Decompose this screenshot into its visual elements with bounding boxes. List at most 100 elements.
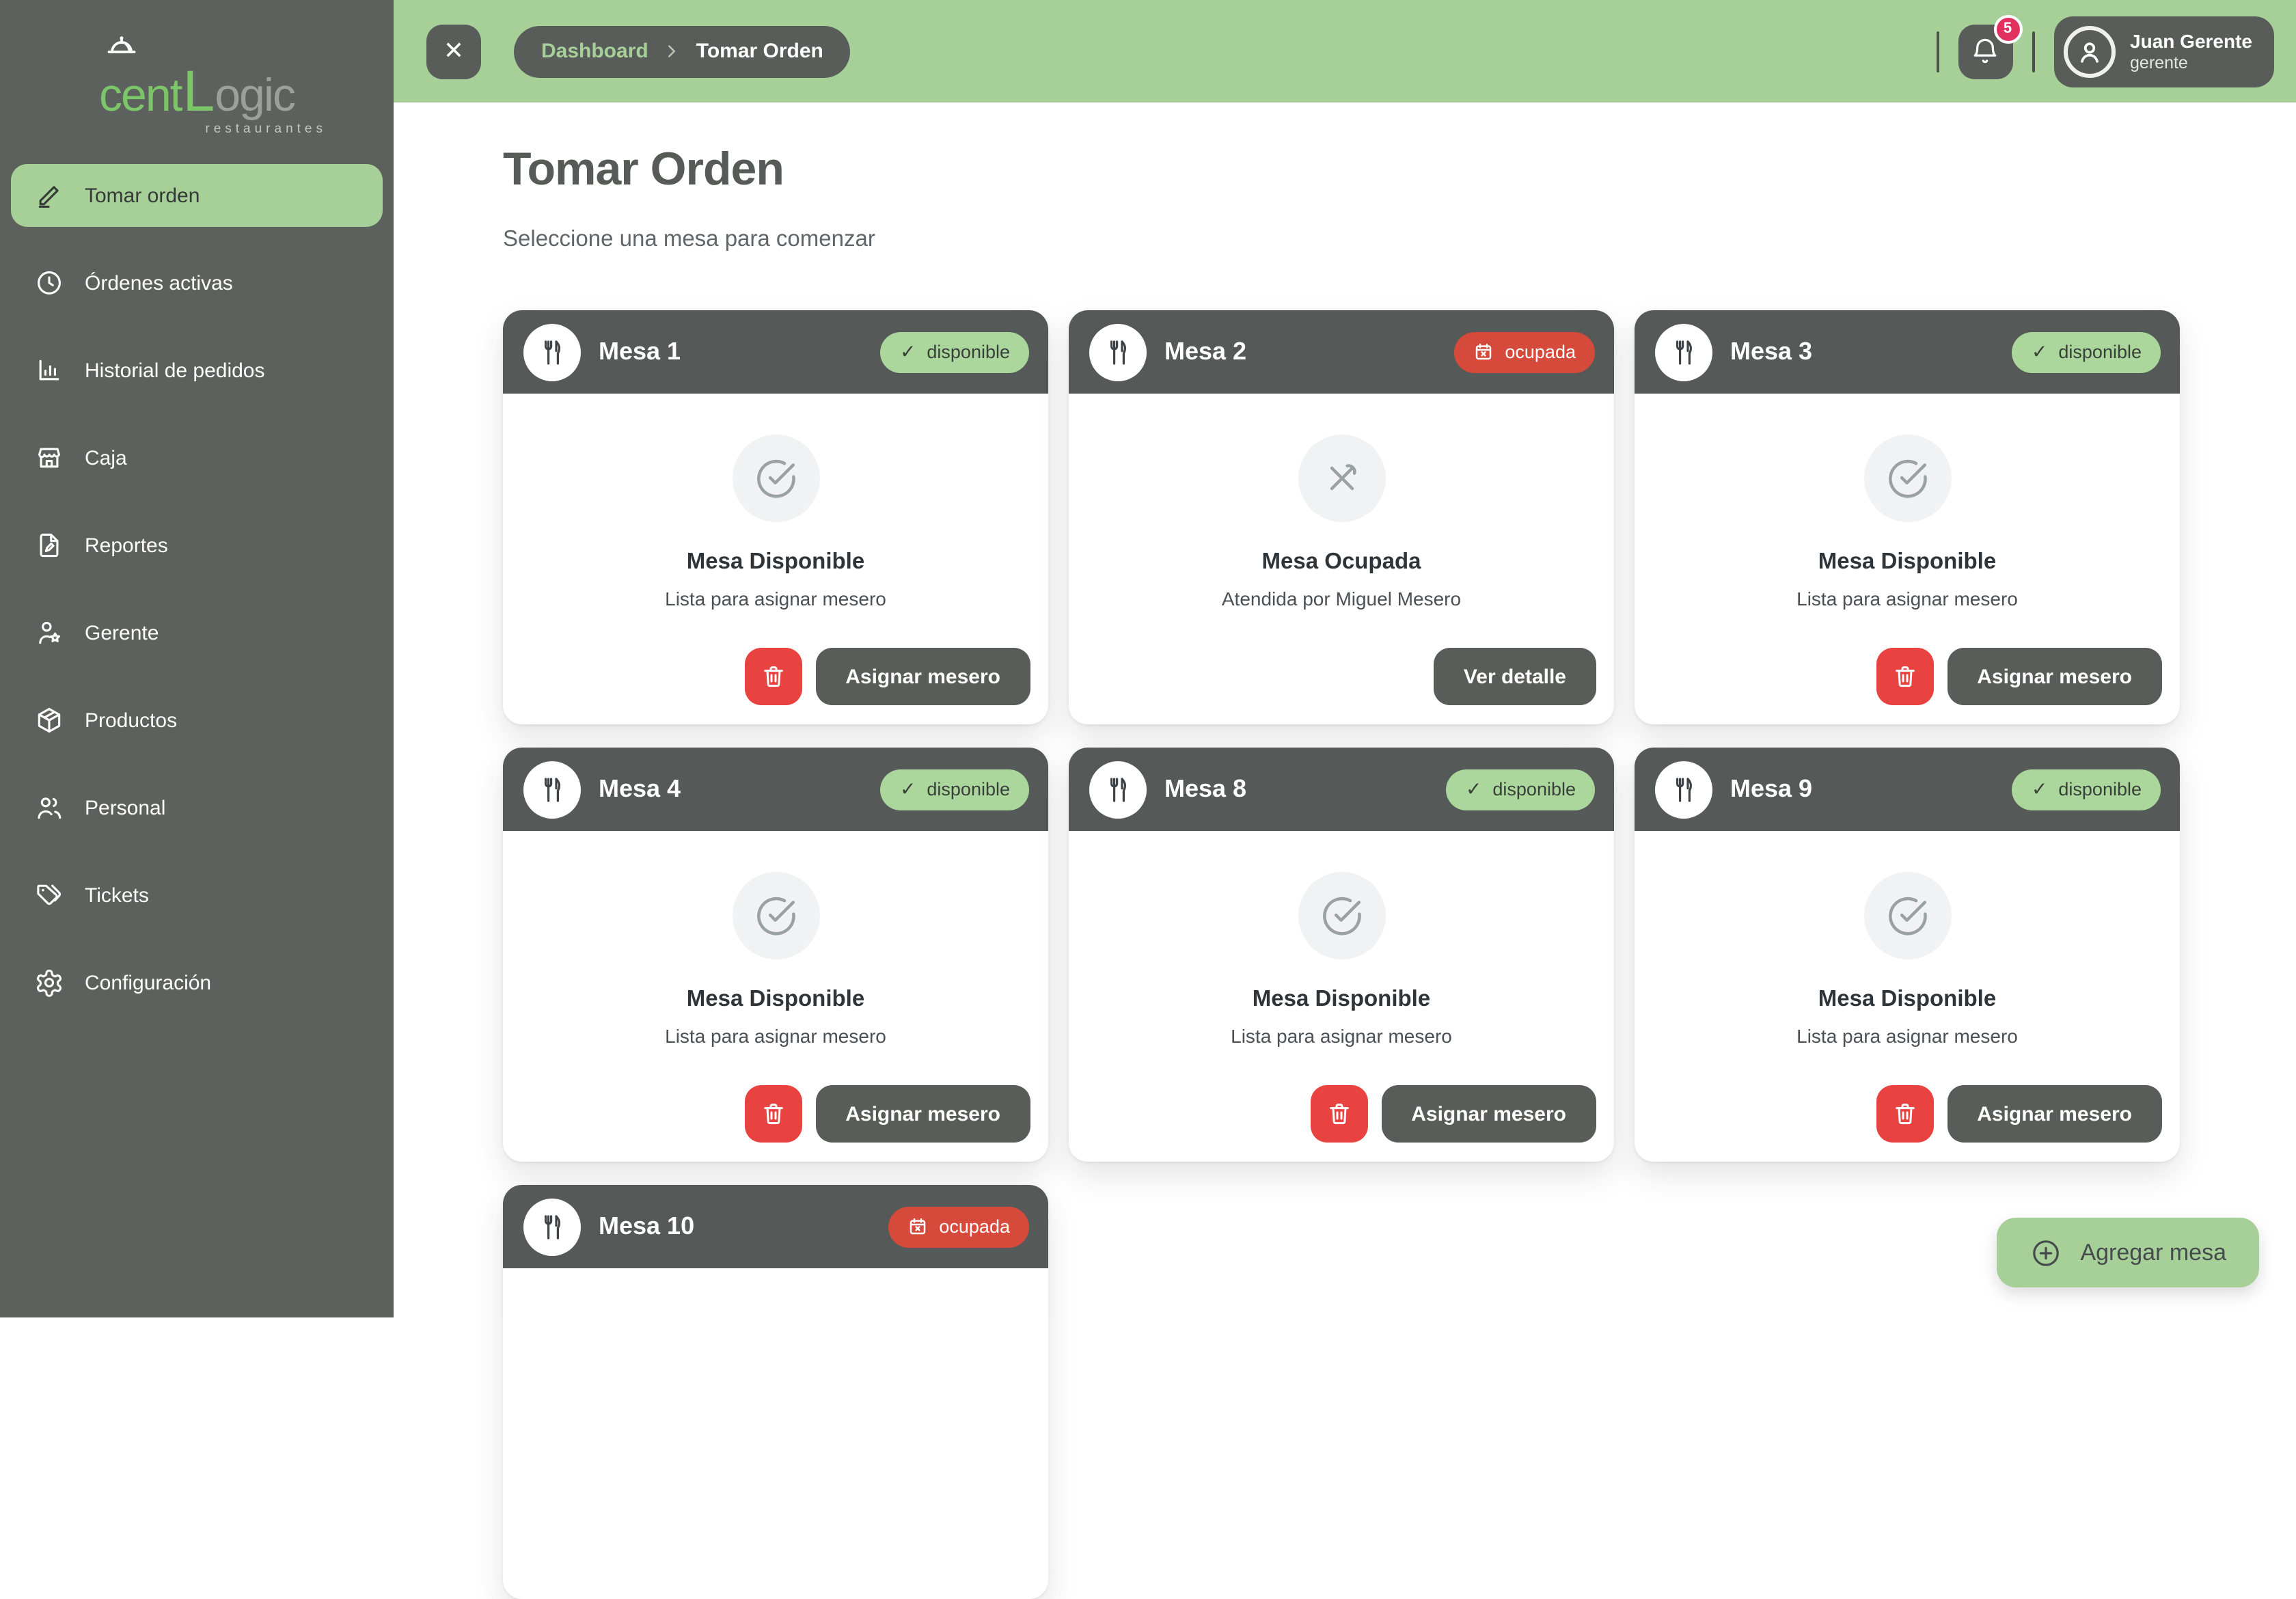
manager-icon	[34, 618, 64, 648]
logo-text-cent: cent	[99, 70, 183, 122]
notifications-button[interactable]: 5	[1958, 14, 2023, 79]
content-area: ✕ Dashboard Tomar Orden 5 Juan Gerente g…	[394, 0, 2296, 1599]
table-card-actions: Asignar mesero	[1876, 1085, 2162, 1143]
check-icon: ✓	[2031, 778, 2048, 800]
status-badge-label: disponible	[2058, 342, 2142, 362]
table-state-title: Mesa Disponible	[1818, 987, 1997, 1011]
people-icon	[34, 793, 64, 823]
status-badge: ✓ disponible	[880, 331, 1029, 372]
table-name: Mesa 9	[1730, 775, 1813, 802]
table-state-subtitle: Lista para asignar mesero	[1796, 588, 2018, 610]
sidebar-item-historial-de-pedidos[interactable]: Historial de pedidos	[11, 339, 383, 402]
sidebar-item-label: Reportes	[85, 534, 168, 557]
sidebar-item-label: Configuración	[85, 971, 212, 994]
status-badge-label: disponible	[2058, 779, 2142, 800]
sidebar-item-tomar-orden[interactable]: Tomar orden	[11, 164, 383, 227]
delete-table-button[interactable]	[1310, 1085, 1368, 1143]
table-card-header: Mesa 3 ✓ disponible	[1635, 310, 2180, 394]
user-role: gerente	[2130, 53, 2188, 73]
sidebar-item-ordenes-activas[interactable]: Órdenes activas	[11, 251, 383, 314]
table-card-body: Mesa Disponible Lista para asignar meser…	[503, 394, 1048, 724]
table-card-body: Mesa Disponible Lista para asignar meser…	[1635, 394, 2180, 724]
sidebar-item-tickets[interactable]: Tickets	[11, 864, 383, 927]
delete-table-button[interactable]	[1876, 1085, 1934, 1143]
table-card: Mesa 8 ✓ disponible Mesa Disponible List…	[1069, 748, 1614, 1162]
table-primary-button[interactable]: Asignar mesero	[815, 648, 1030, 705]
page-title: Tomar Orden	[503, 144, 784, 195]
table-name: Mesa 4	[599, 775, 681, 802]
check-circle-icon	[1863, 872, 1951, 959]
table-name: Mesa 10	[599, 1212, 695, 1240]
check-icon: ✓	[2031, 340, 2048, 362]
add-table-label: Agregar mesa	[2080, 1239, 2226, 1265]
sidebar-item-personal[interactable]: Personal	[11, 776, 383, 839]
fork-knife-icon	[1089, 761, 1147, 818]
table-card-actions: Ver detalle	[1433, 648, 1596, 705]
sidebar-item-label: Órdenes activas	[85, 271, 233, 295]
table-name: Mesa 8	[1164, 775, 1247, 802]
sidebar-item-configuracion[interactable]: Configuración	[11, 951, 383, 1014]
table-state-subtitle: Lista para asignar mesero	[665, 1025, 886, 1047]
fork-knife-icon	[523, 323, 581, 381]
sidebar-item-gerente[interactable]: Gerente	[11, 601, 383, 664]
check-circle-icon	[1863, 435, 1951, 522]
delete-table-button[interactable]	[744, 1085, 802, 1143]
table-card-header: Mesa 4 ✓ disponible	[503, 748, 1048, 831]
sidebar-item-productos[interactable]: Productos	[11, 689, 383, 752]
table-card: Mesa 2 ocupada Mesa Ocupada Atendida por…	[1069, 310, 1614, 724]
trash-icon	[1891, 663, 1918, 690]
check-circle-icon	[732, 435, 819, 522]
table-card-header: Mesa 2 ocupada	[1069, 310, 1614, 394]
table-card: Mesa 1 ✓ disponible Mesa Disponible List…	[503, 310, 1048, 724]
crossed-utensils-icon	[1298, 435, 1385, 522]
user-menu[interactable]: Juan Gerente gerente	[2053, 16, 2274, 87]
calendar-x-icon	[907, 1216, 928, 1237]
fork-knife-icon	[523, 761, 581, 818]
box-icon	[34, 705, 64, 735]
add-table-button[interactable]: Agregar mesa	[1997, 1218, 2259, 1287]
status-badge: ✓ disponible	[2012, 769, 2161, 810]
table-primary-button[interactable]: Asignar mesero	[1947, 648, 2162, 705]
table-card-body: Mesa Ocupada Atendida por Miguel Mesero …	[1069, 394, 1614, 724]
calendar-x-icon	[1473, 342, 1494, 362]
table-card-header: Mesa 9 ✓ disponible	[1635, 748, 2180, 831]
table-state-subtitle: Atendida por Miguel Mesero	[1221, 588, 1462, 610]
plus-circle-icon	[2030, 1236, 2062, 1269]
table-card-actions: Asignar mesero	[744, 648, 1030, 705]
table-name: Mesa 2	[1164, 338, 1247, 365]
delete-table-button[interactable]	[1876, 648, 1934, 705]
table-card: Mesa 10 ocupada	[503, 1185, 1048, 1599]
sidebar-item-label: Historial de pedidos	[85, 359, 265, 382]
table-card-header: Mesa 10 ocupada	[503, 1185, 1048, 1268]
sidebar-item-caja[interactable]: Caja	[11, 426, 383, 489]
close-button[interactable]: ✕	[426, 24, 481, 79]
table-primary-button[interactable]: Asignar mesero	[1947, 1085, 2162, 1143]
table-name: Mesa 1	[599, 338, 681, 365]
fork-knife-icon	[1089, 323, 1147, 381]
fork-knife-icon	[1655, 323, 1712, 381]
sidebar-item-reportes[interactable]: Reportes	[11, 514, 383, 577]
table-card-header: Mesa 1 ✓ disponible	[503, 310, 1048, 394]
sidebar-item-label: Productos	[85, 709, 178, 732]
fork-knife-icon	[523, 1198, 581, 1255]
table-primary-button[interactable]: Asignar mesero	[815, 1085, 1030, 1143]
check-circle-icon	[732, 872, 819, 959]
page-subtitle: Seleccione una mesa para comenzar	[503, 227, 875, 251]
breadcrumb-parent-link[interactable]: Dashboard	[541, 40, 648, 63]
table-card-header: Mesa 8 ✓ disponible	[1069, 748, 1614, 831]
fork-knife-icon	[1655, 761, 1712, 818]
tag-icon	[34, 880, 64, 910]
user-name: Juan Gerente	[2130, 29, 2252, 52]
sidebar-nav: Tomar orden Órdenes activas Historial de…	[0, 164, 394, 1014]
status-badge: ocupada	[1454, 331, 1595, 372]
table-state-subtitle: Lista para asignar mesero	[1231, 1025, 1452, 1047]
table-primary-button[interactable]: Asignar mesero	[1381, 1085, 1596, 1143]
divider	[1936, 31, 1939, 72]
check-icon: ✓	[899, 778, 916, 800]
delete-table-button[interactable]	[744, 648, 802, 705]
check-circle-icon	[1298, 872, 1385, 959]
table-primary-button[interactable]: Ver detalle	[1433, 648, 1596, 705]
logo-text-ogic: ogic	[215, 70, 296, 122]
check-icon: ✓	[1465, 778, 1482, 800]
